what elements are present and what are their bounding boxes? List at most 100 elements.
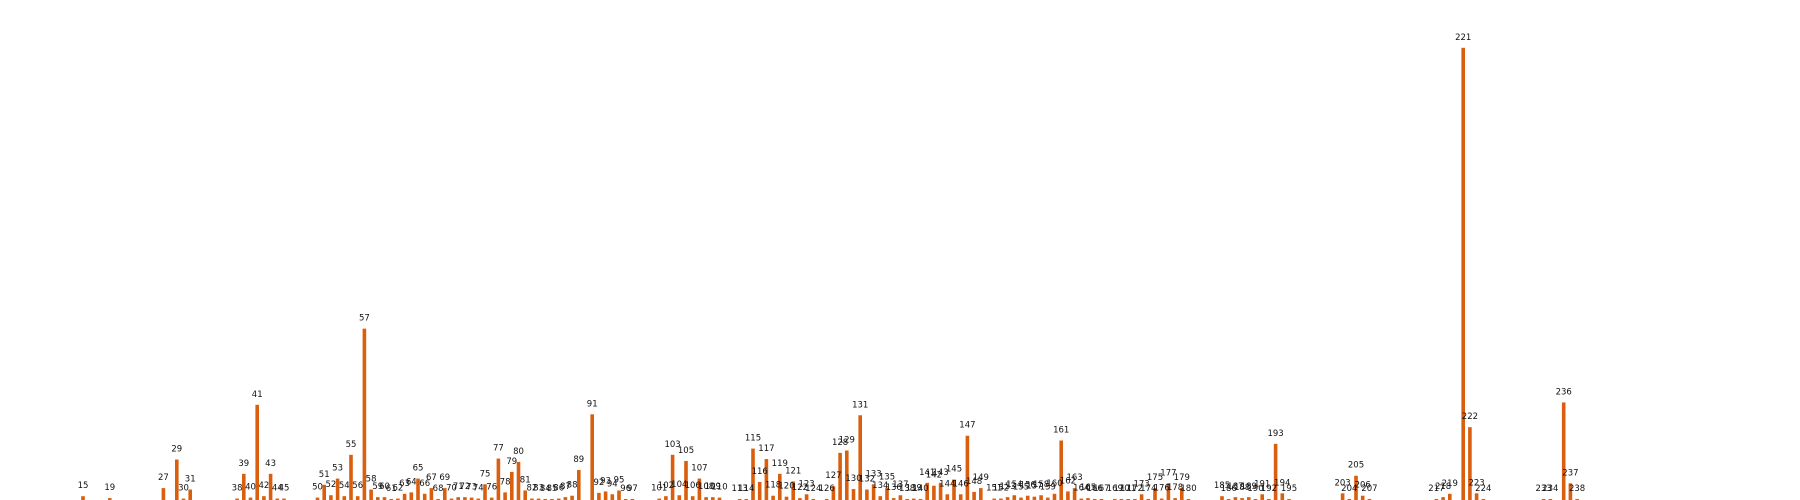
bar-label: 173 <box>1133 479 1149 489</box>
bar <box>865 489 869 500</box>
bar <box>858 415 862 500</box>
bar <box>804 494 809 500</box>
bar <box>1019 497 1023 500</box>
bar-label: 121 <box>785 466 801 476</box>
bar <box>242 473 246 500</box>
bar-label: 29 <box>171 445 182 455</box>
bar-label: 134 <box>872 481 888 491</box>
bar-label: 206 <box>1355 481 1371 491</box>
bar <box>255 404 259 500</box>
bar <box>188 489 192 500</box>
bar-label: 102 <box>658 481 674 491</box>
bar <box>315 497 320 500</box>
bar <box>1233 497 1238 500</box>
bar <box>503 492 507 500</box>
bar-label: 179 <box>1174 473 1190 483</box>
bar <box>1461 47 1465 500</box>
bar-label: 157 <box>1026 482 1042 492</box>
bar <box>664 496 668 500</box>
bar <box>1046 497 1050 500</box>
bar <box>778 473 782 500</box>
bar <box>590 414 594 500</box>
bar-label: 57 <box>359 314 370 324</box>
bar <box>751 448 755 500</box>
bar-label: 69 <box>439 473 450 483</box>
bar-label: 78 <box>500 477 511 487</box>
bar-label: 82 <box>526 484 537 494</box>
bar <box>1273 443 1278 500</box>
bar <box>362 328 367 500</box>
bar-label: 120 <box>778 482 794 492</box>
bar <box>409 492 414 500</box>
bar <box>898 495 903 500</box>
bar <box>1032 496 1037 500</box>
bar-label: 88 <box>567 481 578 491</box>
bar-label: 122 <box>792 483 808 493</box>
bar <box>342 496 347 500</box>
bar-label: 137 <box>892 480 908 490</box>
bar <box>349 454 353 500</box>
bar <box>845 450 849 500</box>
bar-label: 68 <box>433 484 444 494</box>
bar-label: 205 <box>1348 461 1364 471</box>
bar <box>999 498 1003 500</box>
bar-label: 94 <box>607 479 618 489</box>
bar <box>563 497 568 500</box>
bar <box>1086 498 1090 500</box>
bar <box>938 482 943 500</box>
bar <box>449 498 454 500</box>
bar <box>1468 427 1472 500</box>
bar <box>697 478 702 500</box>
bar <box>912 498 916 500</box>
bar-label: 217 <box>1428 484 1444 494</box>
bar <box>181 498 186 500</box>
bar <box>1448 493 1452 500</box>
bar <box>1166 483 1171 500</box>
bar-label: 93 <box>600 476 611 486</box>
bar-label: 127 <box>825 471 841 481</box>
bar <box>483 484 487 500</box>
bar <box>610 494 615 500</box>
bar <box>1005 497 1010 500</box>
bar <box>416 478 420 500</box>
bar <box>670 454 675 500</box>
bar <box>456 497 460 500</box>
bar-label: 174 <box>1140 484 1156 494</box>
bar <box>704 497 708 500</box>
bar-label: 177 <box>1160 468 1176 478</box>
bar <box>617 490 621 500</box>
bar-label: 142 <box>926 471 942 481</box>
bar-label: 188 <box>1234 483 1250 493</box>
bar-label: 193 <box>1267 429 1283 439</box>
bar <box>335 478 340 500</box>
bar-label: 175 <box>1147 473 1163 483</box>
bar <box>757 481 762 500</box>
bar-label: 147 <box>959 421 975 431</box>
bar-label: 107 <box>691 464 707 474</box>
bar <box>422 493 427 500</box>
bar <box>1220 496 1224 500</box>
bar-label: 164 <box>1073 484 1089 494</box>
bar-label: 110 <box>711 483 727 493</box>
bar-label: 204 <box>1341 484 1357 494</box>
bar-label: 236 <box>1556 387 1572 397</box>
bar-label: 130 <box>845 474 861 484</box>
bar-label: 51 <box>319 470 330 480</box>
bar <box>1240 498 1244 500</box>
bar <box>556 498 561 500</box>
bar <box>1059 440 1063 500</box>
bar-label: 132 <box>859 475 875 485</box>
bar-label: 43 <box>265 459 276 469</box>
bar-label: 56 <box>352 481 363 491</box>
bar-label: 139 <box>906 484 922 494</box>
bar <box>945 494 950 500</box>
bar-label: 218 <box>1435 482 1451 492</box>
bar <box>851 489 856 500</box>
bar <box>1354 475 1358 500</box>
bar <box>429 488 434 500</box>
bar <box>791 481 795 500</box>
bar-label: 113 <box>731 484 747 494</box>
bar <box>376 497 380 500</box>
bar-label: 114 <box>738 484 754 494</box>
bar <box>1072 488 1077 500</box>
